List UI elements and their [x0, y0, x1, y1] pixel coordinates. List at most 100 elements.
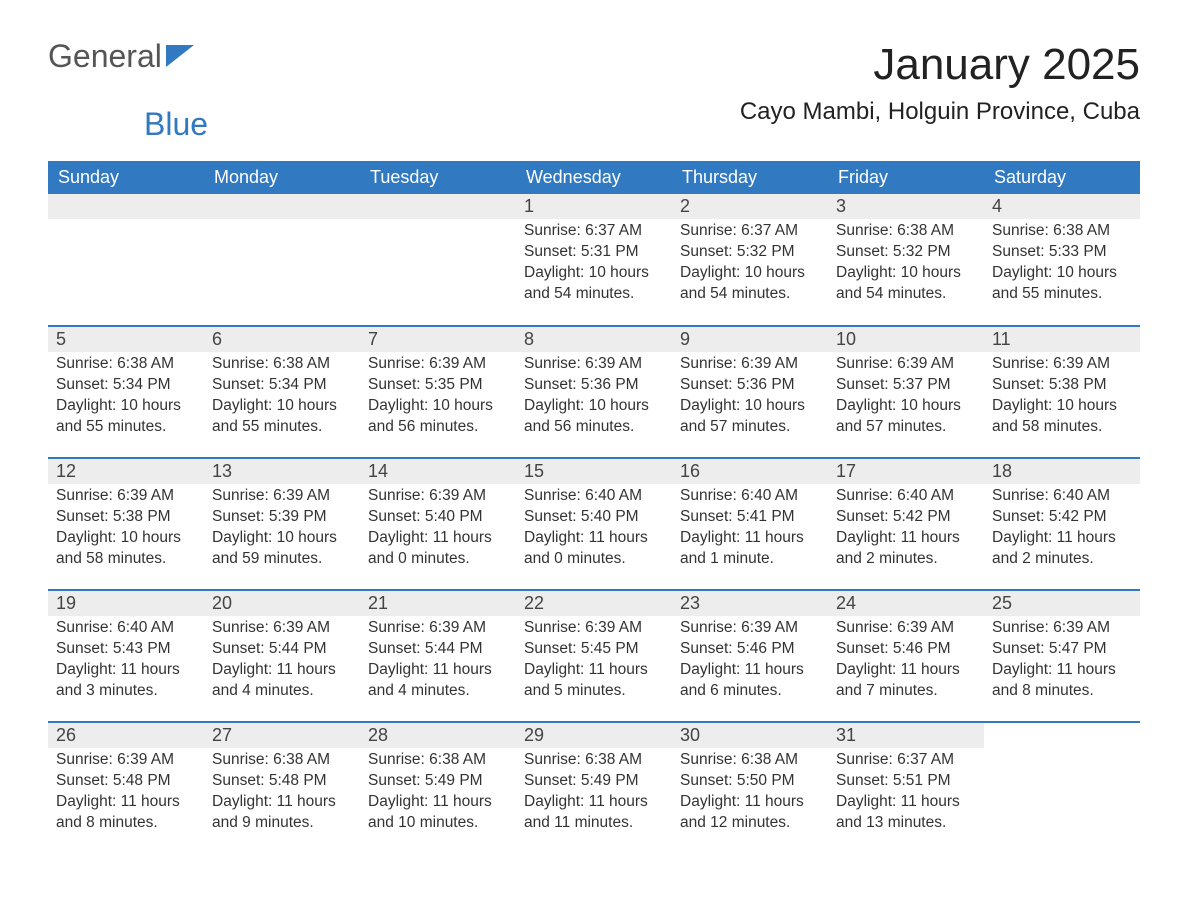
daylight-text-line2: and 8 minutes. — [992, 681, 1132, 702]
sunrise-text: Sunrise: 6:39 AM — [836, 618, 976, 639]
calendar-day-cell: 14Sunrise: 6:39 AMSunset: 5:40 PMDayligh… — [360, 458, 516, 590]
day-number: 14 — [360, 459, 516, 484]
daylight-text-line2: and 54 minutes. — [836, 284, 976, 305]
daylight-text-line2: and 3 minutes. — [56, 681, 196, 702]
calendar-day-cell — [204, 194, 360, 326]
daylight-text-line1: Daylight: 10 hours — [524, 396, 664, 417]
calendar-day-cell — [48, 194, 204, 326]
calendar-day-cell: 23Sunrise: 6:39 AMSunset: 5:46 PMDayligh… — [672, 590, 828, 722]
weekday-header: Sunday — [48, 161, 204, 194]
daylight-text-line1: Daylight: 10 hours — [680, 263, 820, 284]
daylight-text-line1: Daylight: 11 hours — [524, 792, 664, 813]
sunset-text: Sunset: 5:36 PM — [680, 375, 820, 396]
sunset-text: Sunset: 5:51 PM — [836, 771, 976, 792]
day-details: Sunrise: 6:39 AMSunset: 5:38 PMDaylight:… — [48, 484, 204, 576]
day-number: 17 — [828, 459, 984, 484]
calendar-week-row: 5Sunrise: 6:38 AMSunset: 5:34 PMDaylight… — [48, 326, 1140, 458]
day-details: Sunrise: 6:39 AMSunset: 5:40 PMDaylight:… — [360, 484, 516, 576]
sunset-text: Sunset: 5:44 PM — [368, 639, 508, 660]
sunrise-text: Sunrise: 6:39 AM — [680, 618, 820, 639]
day-number: 6 — [204, 327, 360, 352]
daylight-text-line2: and 58 minutes. — [56, 549, 196, 570]
sunset-text: Sunset: 5:39 PM — [212, 507, 352, 528]
calendar-day-cell: 13Sunrise: 6:39 AMSunset: 5:39 PMDayligh… — [204, 458, 360, 590]
day-details: Sunrise: 6:40 AMSunset: 5:42 PMDaylight:… — [828, 484, 984, 576]
daylight-text-line2: and 57 minutes. — [836, 417, 976, 438]
day-number: 26 — [48, 723, 204, 748]
day-number: 4 — [984, 194, 1140, 219]
day-details: Sunrise: 6:38 AMSunset: 5:50 PMDaylight:… — [672, 748, 828, 840]
daylight-text-line2: and 1 minute. — [680, 549, 820, 570]
sunrise-text: Sunrise: 6:39 AM — [368, 354, 508, 375]
daylight-text-line1: Daylight: 10 hours — [836, 263, 976, 284]
daylight-text-line2: and 2 minutes. — [992, 549, 1132, 570]
daylight-text-line1: Daylight: 10 hours — [992, 396, 1132, 417]
sunrise-text: Sunrise: 6:40 AM — [56, 618, 196, 639]
sunrise-text: Sunrise: 6:38 AM — [524, 750, 664, 771]
sunrise-text: Sunrise: 6:39 AM — [368, 486, 508, 507]
sunset-text: Sunset: 5:31 PM — [524, 242, 664, 263]
day-number: 2 — [672, 194, 828, 219]
logo-text-general: General — [48, 40, 162, 72]
day-details: Sunrise: 6:39 AMSunset: 5:44 PMDaylight:… — [204, 616, 360, 708]
sunrise-text: Sunrise: 6:39 AM — [368, 618, 508, 639]
calendar-day-cell: 31Sunrise: 6:37 AMSunset: 5:51 PMDayligh… — [828, 722, 984, 854]
sunset-text: Sunset: 5:44 PM — [212, 639, 352, 660]
calendar-week-row: 19Sunrise: 6:40 AMSunset: 5:43 PMDayligh… — [48, 590, 1140, 722]
weekday-header: Wednesday — [516, 161, 672, 194]
day-details: Sunrise: 6:39 AMSunset: 5:37 PMDaylight:… — [828, 352, 984, 444]
sunset-text: Sunset: 5:36 PM — [524, 375, 664, 396]
calendar-day-cell: 6Sunrise: 6:38 AMSunset: 5:34 PMDaylight… — [204, 326, 360, 458]
calendar-day-cell: 4Sunrise: 6:38 AMSunset: 5:33 PMDaylight… — [984, 194, 1140, 326]
weekday-header: Friday — [828, 161, 984, 194]
day-number: 19 — [48, 591, 204, 616]
calendar-day-cell: 20Sunrise: 6:39 AMSunset: 5:44 PMDayligh… — [204, 590, 360, 722]
day-details: Sunrise: 6:39 AMSunset: 5:38 PMDaylight:… — [984, 352, 1140, 444]
daylight-text-line1: Daylight: 11 hours — [680, 528, 820, 549]
sunrise-text: Sunrise: 6:40 AM — [680, 486, 820, 507]
day-details: Sunrise: 6:38 AMSunset: 5:33 PMDaylight:… — [984, 219, 1140, 311]
day-details: Sunrise: 6:38 AMSunset: 5:49 PMDaylight:… — [360, 748, 516, 840]
sunset-text: Sunset: 5:32 PM — [836, 242, 976, 263]
day-number: 1 — [516, 194, 672, 219]
sunrise-text: Sunrise: 6:39 AM — [992, 354, 1132, 375]
daylight-text-line1: Daylight: 11 hours — [368, 528, 508, 549]
daylight-text-line1: Daylight: 10 hours — [836, 396, 976, 417]
daylight-text-line1: Daylight: 11 hours — [836, 528, 976, 549]
calendar-day-cell: 30Sunrise: 6:38 AMSunset: 5:50 PMDayligh… — [672, 722, 828, 854]
daylight-text-line2: and 56 minutes. — [368, 417, 508, 438]
day-details: Sunrise: 6:39 AMSunset: 5:36 PMDaylight:… — [672, 352, 828, 444]
daylight-text-line2: and 7 minutes. — [836, 681, 976, 702]
calendar-week-row: 1Sunrise: 6:37 AMSunset: 5:31 PMDaylight… — [48, 194, 1140, 326]
sunrise-text: Sunrise: 6:38 AM — [212, 354, 352, 375]
sunrise-text: Sunrise: 6:39 AM — [524, 354, 664, 375]
sunset-text: Sunset: 5:50 PM — [680, 771, 820, 792]
calendar-day-cell: 19Sunrise: 6:40 AMSunset: 5:43 PMDayligh… — [48, 590, 204, 722]
daylight-text-line1: Daylight: 11 hours — [56, 660, 196, 681]
day-number: 11 — [984, 327, 1140, 352]
daylight-text-line1: Daylight: 11 hours — [680, 792, 820, 813]
day-number: 13 — [204, 459, 360, 484]
weekday-header-row: Sunday Monday Tuesday Wednesday Thursday… — [48, 161, 1140, 194]
day-details: Sunrise: 6:37 AMSunset: 5:31 PMDaylight:… — [516, 219, 672, 311]
daylight-text-line2: and 0 minutes. — [524, 549, 664, 570]
calendar-day-cell: 26Sunrise: 6:39 AMSunset: 5:48 PMDayligh… — [48, 722, 204, 854]
sunset-text: Sunset: 5:38 PM — [992, 375, 1132, 396]
daylight-text-line1: Daylight: 10 hours — [524, 263, 664, 284]
page-title: January 2025 — [740, 40, 1140, 90]
calendar-day-cell: 21Sunrise: 6:39 AMSunset: 5:44 PMDayligh… — [360, 590, 516, 722]
daylight-text-line1: Daylight: 10 hours — [56, 528, 196, 549]
sunset-text: Sunset: 5:38 PM — [56, 507, 196, 528]
day-details: Sunrise: 6:38 AMSunset: 5:34 PMDaylight:… — [48, 352, 204, 444]
day-number: 18 — [984, 459, 1140, 484]
day-details: Sunrise: 6:38 AMSunset: 5:34 PMDaylight:… — [204, 352, 360, 444]
sunrise-text: Sunrise: 6:39 AM — [524, 618, 664, 639]
day-details: Sunrise: 6:39 AMSunset: 5:46 PMDaylight:… — [828, 616, 984, 708]
daylight-text-line2: and 9 minutes. — [212, 813, 352, 834]
calendar-day-cell: 12Sunrise: 6:39 AMSunset: 5:38 PMDayligh… — [48, 458, 204, 590]
daylight-text-line2: and 13 minutes. — [836, 813, 976, 834]
calendar-day-cell: 25Sunrise: 6:39 AMSunset: 5:47 PMDayligh… — [984, 590, 1140, 722]
sunset-text: Sunset: 5:40 PM — [368, 507, 508, 528]
day-number: 5 — [48, 327, 204, 352]
calendar-day-cell: 11Sunrise: 6:39 AMSunset: 5:38 PMDayligh… — [984, 326, 1140, 458]
